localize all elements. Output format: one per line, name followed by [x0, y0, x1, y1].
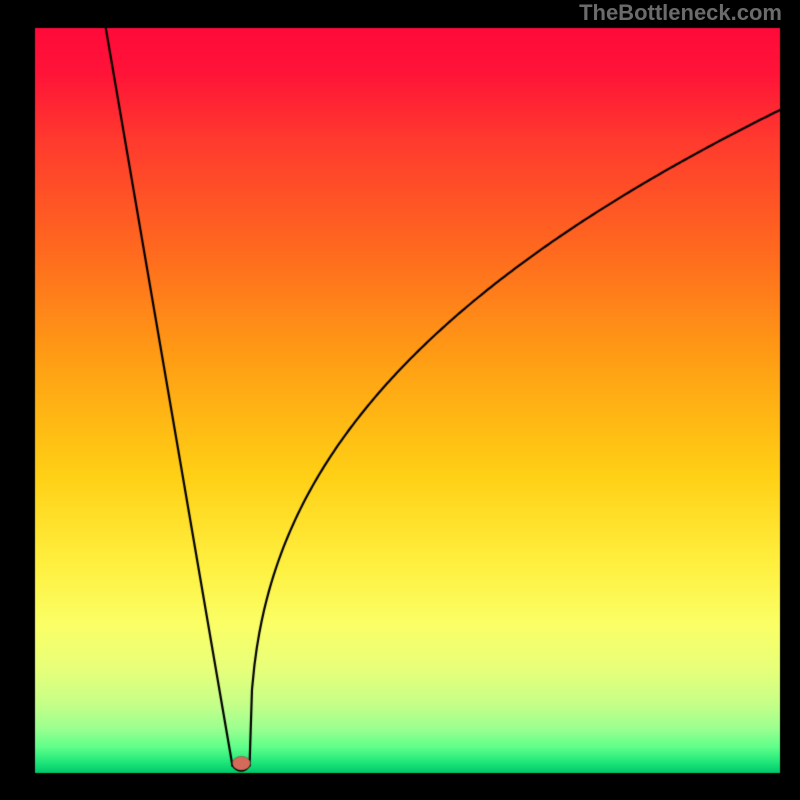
attribution-label: TheBottleneck.com — [579, 0, 782, 26]
bottleneck-chart-canvas — [0, 0, 800, 800]
